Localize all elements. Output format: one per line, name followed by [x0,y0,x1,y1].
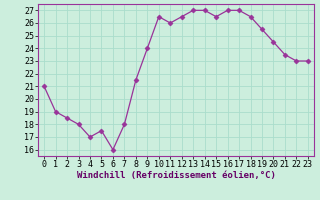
X-axis label: Windchill (Refroidissement éolien,°C): Windchill (Refroidissement éolien,°C) [76,171,276,180]
